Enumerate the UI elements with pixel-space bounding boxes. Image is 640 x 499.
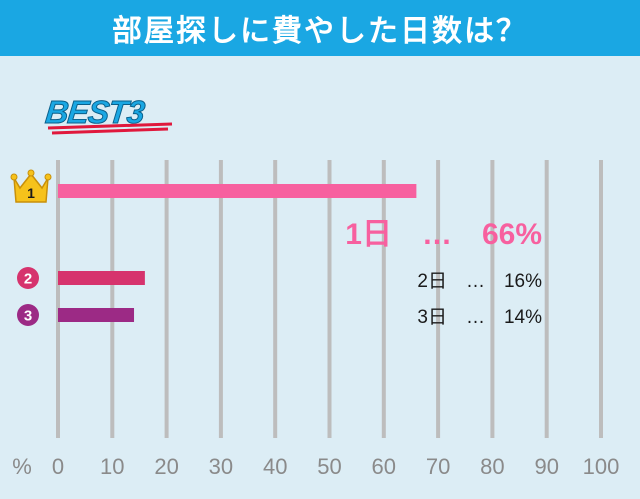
title-bar: 部屋探しに費やした日数は？: [0, 0, 640, 56]
bar-2: [58, 271, 145, 285]
bars: [58, 184, 417, 322]
rank-badge-3: 3: [17, 304, 39, 326]
x-tick-label: 40: [263, 454, 287, 479]
rank-number-1: 1: [27, 185, 35, 201]
rank-markers: 1 2 3: [10, 169, 52, 326]
x-tick-label: 0: [52, 454, 64, 479]
x-tick-label: 30: [209, 454, 233, 479]
x-tick-labels: 0 10 20 30 40 50 60 70 80 90 100: [52, 454, 619, 479]
best3-badge: BEST3: [43, 94, 173, 135]
x-tick-label: 10: [100, 454, 124, 479]
data-label-3: 3日 … 14%: [417, 307, 542, 328]
best3-underline: [47, 122, 173, 130]
x-tick-label: 80: [480, 454, 504, 479]
x-axis-label: %: [12, 454, 32, 479]
x-tick-label: 50: [317, 454, 341, 479]
data-label-1: 1日 … 66%: [345, 218, 542, 251]
rank-number-2: 2: [24, 271, 32, 288]
rank-number-3: 3: [24, 308, 32, 325]
x-tick-label: 60: [372, 454, 396, 479]
x-tick-label: 100: [583, 454, 620, 479]
page-title: 部屋探しに費やした日数は？: [112, 14, 528, 49]
x-tick-label: 20: [154, 454, 178, 479]
grid-lines: [56, 160, 603, 438]
x-tick-label: 70: [426, 454, 450, 479]
best3-underline-2: [51, 127, 169, 135]
x-tick-label: 90: [534, 454, 558, 479]
bar-1: [58, 184, 417, 198]
data-label-2: 2日 … 16%: [417, 271, 542, 292]
rank-badge-2: 2: [17, 267, 39, 289]
data-labels: 1日 … 66% 2日 … 16% 3日 … 14%: [345, 218, 542, 328]
crown-icon: 1: [10, 169, 52, 203]
bar-3: [58, 308, 135, 322]
